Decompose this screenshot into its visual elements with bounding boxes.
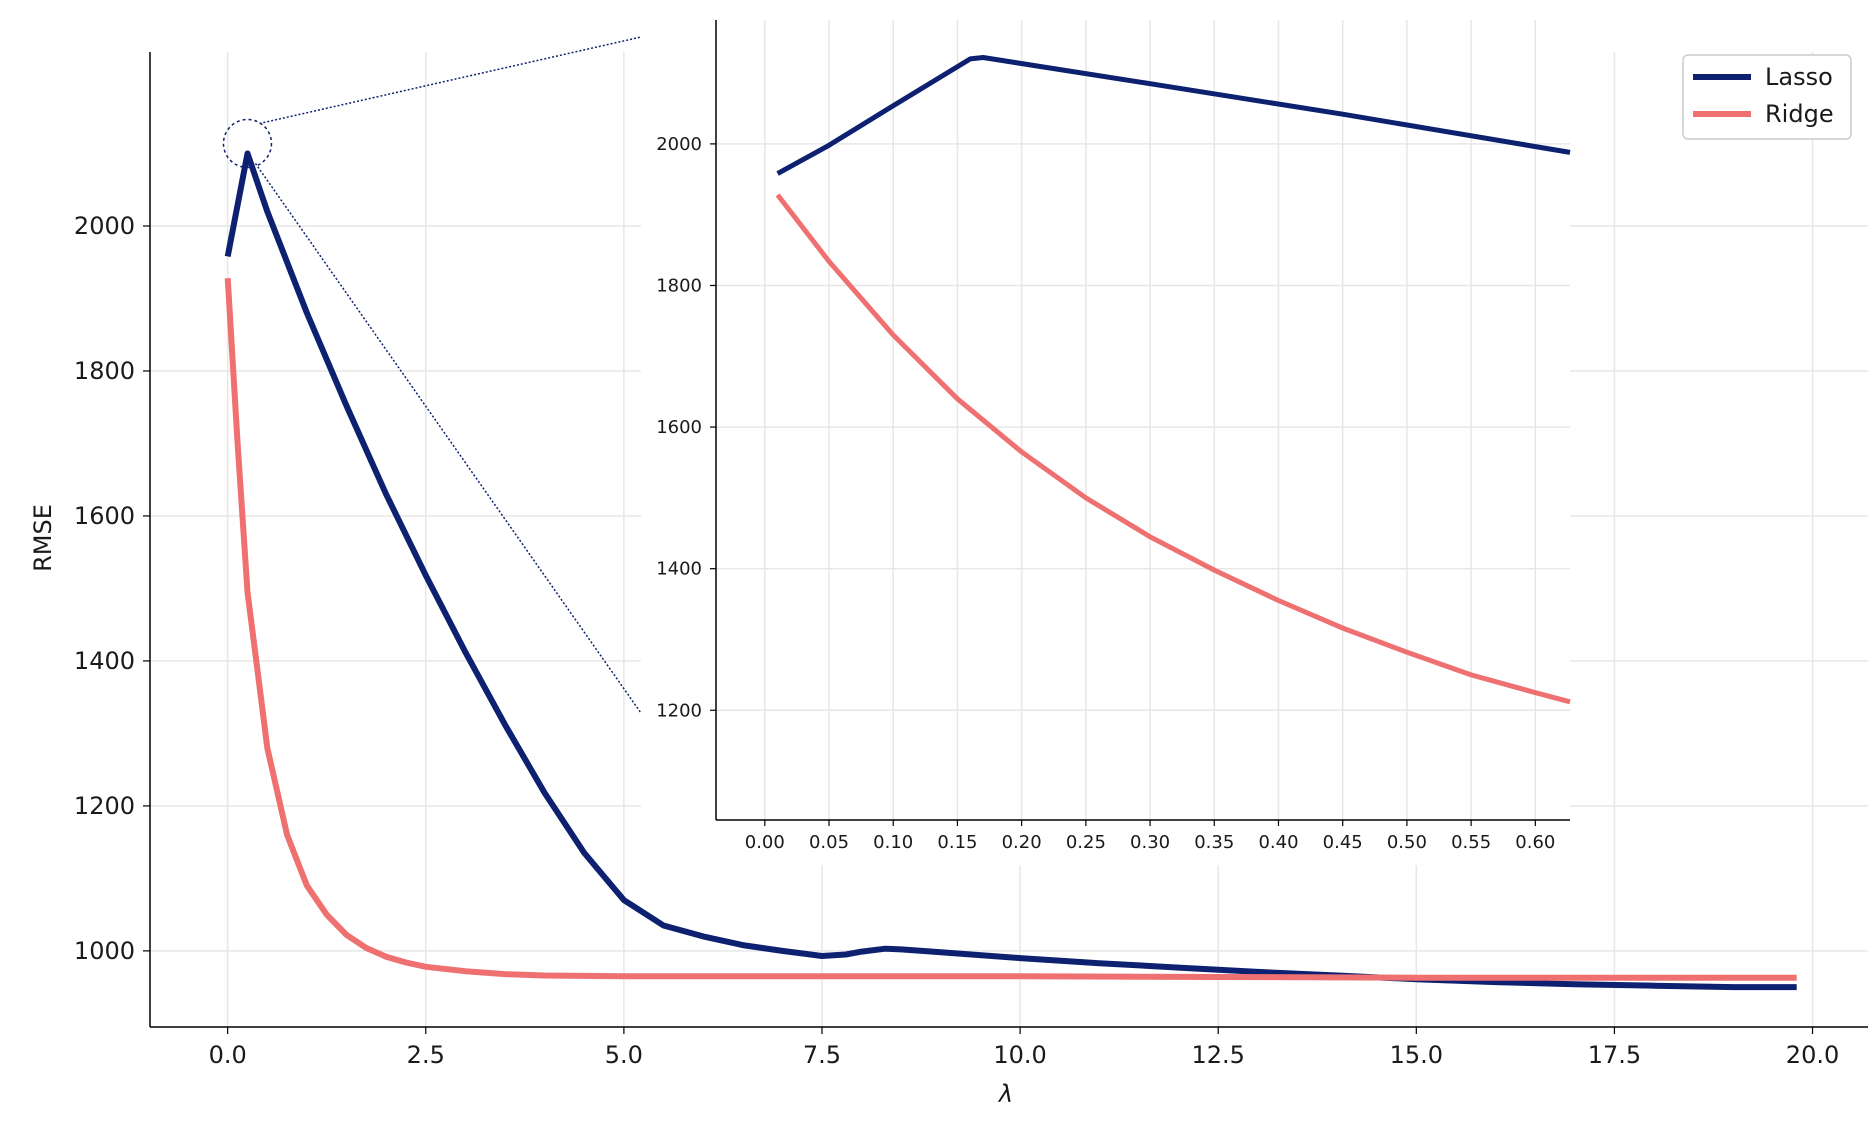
inset-background — [641, 20, 1570, 865]
x-tick-label: 0.10 — [873, 832, 913, 853]
y-tick-label: 1400 — [74, 647, 135, 675]
legend-label-ridge: Ridge — [1765, 100, 1834, 128]
main-axes — [149, 52, 1868, 1028]
y-tick-label: 1400 — [656, 559, 702, 580]
x-tick-label: 0.00 — [745, 832, 785, 853]
y-tick-label: 1000 — [74, 937, 135, 965]
inset-axes — [715, 20, 1570, 821]
legend-label-lasso: Lasso — [1765, 63, 1833, 91]
y-tick-label: 1600 — [656, 417, 702, 438]
series-line-lasso — [776, 55, 1571, 176]
main-x-ticks: 0.0 2.5 5.0 7.5 10.0 12.5 15.0 17.5 20.0 — [209, 1027, 1839, 1069]
x-tick-label: 0.20 — [1002, 832, 1042, 853]
x-tick-label: 0.05 — [809, 832, 849, 853]
y-tick-label: 2000 — [656, 134, 702, 155]
y-tick-label: 2000 — [74, 212, 135, 240]
main-y-ticks: 1000 1200 1400 1600 1800 2000 — [74, 212, 150, 965]
inset-x-ticks: 0.00 0.05 0.10 0.15 0.20 0.25 0.30 0.35 0.40 0.45… — [745, 820, 1555, 853]
x-tick-label: 2.5 — [407, 1041, 445, 1069]
x-tick-label: 0.30 — [1130, 832, 1170, 853]
y-tick-label: 1800 — [656, 275, 702, 296]
inset-zoom-panel: 0.00 0.05 0.10 0.15 0.20 0.25 0.30 0.35 0.40 0.45… — [641, 20, 1571, 865]
x-tick-label: 0.40 — [1258, 832, 1298, 853]
x-tick-label: 0.25 — [1066, 832, 1106, 853]
x-tick-label: 0.0 — [209, 1041, 247, 1069]
x-tick-label: 0.55 — [1451, 832, 1491, 853]
x-tick-label: 5.0 — [605, 1041, 643, 1069]
y-axis-label: RMSE — [29, 504, 57, 572]
main-plot-area — [224, 150, 1797, 991]
x-tick-label: 0.45 — [1323, 832, 1363, 853]
inset-y-ticks: 1200 1400 1600 1800 2000 — [656, 134, 716, 721]
zoom-circle — [222, 118, 273, 169]
y-tick-label: 1800 — [74, 357, 135, 385]
zoom-connector — [222, 19, 717, 821]
y-tick-label: 1200 — [656, 700, 702, 721]
zoom-connector-line-bottom — [254, 163, 717, 821]
y-tick-label: 1200 — [74, 792, 135, 820]
x-tick-label: 10.0 — [993, 1041, 1046, 1069]
x-tick-label: 0.15 — [937, 832, 977, 853]
x-tick-label: 0.60 — [1515, 832, 1555, 853]
inset-gridlines — [716, 20, 1570, 820]
x-tick-label: 20.0 — [1786, 1041, 1839, 1069]
x-tick-label: 12.5 — [1191, 1041, 1244, 1069]
series-line-ridge — [775, 193, 1571, 705]
x-axis-label: λ — [997, 1080, 1013, 1108]
x-tick-label: 17.5 — [1588, 1041, 1641, 1069]
x-tick-label: 7.5 — [803, 1041, 841, 1069]
x-tick-label: 15.0 — [1390, 1041, 1443, 1069]
x-tick-label: 0.35 — [1194, 832, 1234, 853]
series-line-ridge — [224, 278, 1797, 981]
legend: Lasso Ridge — [1682, 54, 1852, 140]
x-tick-label: 0.50 — [1387, 832, 1427, 853]
inset-plot-area — [775, 55, 1571, 705]
y-tick-label: 1600 — [74, 502, 135, 530]
